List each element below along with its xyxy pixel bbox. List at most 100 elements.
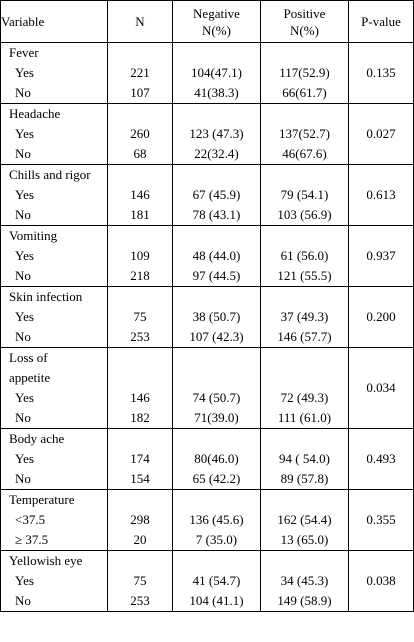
negative-value: 41 (54.7) <box>192 573 241 588</box>
n-value: 253 <box>130 329 150 344</box>
header-positive: Positive N(%) <box>260 0 349 43</box>
table-row: Fever Yes No 221 107 104(47.1) 41(38.3) 117(… <box>0 42 414 104</box>
positive-value: 117(52.9) <box>279 65 330 80</box>
category-label: No <box>15 85 31 100</box>
spacer <box>261 348 348 368</box>
negative-value: 74 (50.7) <box>192 390 241 405</box>
variable-name: Vomiting <box>9 228 58 243</box>
spacer <box>108 43 172 63</box>
category-label: No <box>15 329 31 344</box>
spacer <box>108 429 172 449</box>
variable-name: Fever <box>9 45 39 60</box>
category-label: Yes <box>15 126 34 141</box>
category-label: Yes <box>15 451 34 466</box>
spacer <box>108 348 172 368</box>
n-value: 260 <box>130 126 150 141</box>
positive-cell: 162 (54.4) 13 (65.0) <box>260 489 349 551</box>
spacer <box>261 43 348 63</box>
spacer <box>108 226 172 246</box>
pvalue-cell: 0.038 <box>348 550 414 612</box>
pvalue-cell: 0.355 <box>348 489 414 551</box>
variable-name: Headache <box>9 106 61 121</box>
pvalue-cell: 0.027 <box>348 103 414 165</box>
negative-value: 78 (43.1) <box>192 207 241 222</box>
n-value: 75 <box>133 309 147 324</box>
spacer <box>173 551 260 571</box>
negative-cell: 104(47.1) 41(38.3) <box>172 42 261 104</box>
positive-value: 137(52.7) <box>279 126 330 141</box>
positive-value: 61 (56.0) <box>280 248 329 263</box>
spacer <box>108 104 172 124</box>
spacer <box>261 551 348 571</box>
spacer <box>261 429 348 449</box>
variable-name: Skin infection <box>9 289 83 304</box>
positive-value: 72 (49.3) <box>280 390 329 405</box>
positive-value: 34 (45.3) <box>280 573 329 588</box>
variable-name: Loss of <box>9 350 48 365</box>
negative-value: 65 (42.2) <box>192 471 241 486</box>
variable-cell: Yellowish eye Yes No <box>0 550 108 612</box>
positive-cell: 117(52.9) 66(61.7) <box>260 42 349 104</box>
table-row: Temperature <37.5 ≥ 37.5 298 20 136 (45.6) 7… <box>0 489 414 551</box>
spacer <box>108 287 172 307</box>
n-cell: 75 253 <box>107 550 173 612</box>
header-n: N <box>107 0 173 43</box>
pvalue-cell: 0.493 <box>348 428 414 490</box>
positive-value: 94 ( 54.0) <box>279 451 330 466</box>
negative-cell: 74 (50.7) 71(39.0) <box>172 347 261 429</box>
variable-cell: Body ache Yes No <box>0 428 108 490</box>
n-cell: 260 68 <box>107 103 173 165</box>
positive-value: 162 (54.4) <box>277 512 332 527</box>
category-label: No <box>15 146 31 161</box>
positive-value: 103 (56.9) <box>277 207 332 222</box>
negative-cell: 136 (45.6) 7 (35.0) <box>172 489 261 551</box>
pvalue-cell: 0.135 <box>348 42 414 104</box>
n-value: 298 <box>130 512 150 527</box>
spacer <box>173 490 260 510</box>
spacer <box>261 287 348 307</box>
negative-value: 67 (45.9) <box>192 187 241 202</box>
positive-value: 79 (54.1) <box>280 187 329 202</box>
variable-name: Chills and rigor <box>9 167 91 182</box>
category-label: No <box>15 268 31 283</box>
header-positive-line1: Positive <box>283 5 326 21</box>
table-row: Chills and rigor Yes No 146 181 67 (45.9) 78… <box>0 164 414 226</box>
spacer <box>261 368 348 388</box>
n-cell: 109 218 <box>107 225 173 287</box>
spacer <box>173 104 260 124</box>
positive-cell: 79 (54.1) 103 (56.9) <box>260 164 349 226</box>
positive-value: 111 (61.0) <box>277 410 332 425</box>
positive-value: 146 (57.7) <box>277 329 332 344</box>
category-label: Yes <box>15 573 34 588</box>
variable-cell: Temperature <37.5 ≥ 37.5 <box>0 489 108 551</box>
n-value: 154 <box>130 471 150 486</box>
n-value: 253 <box>130 593 150 608</box>
category-label: No <box>15 410 31 425</box>
variable-name: Yellowish eye <box>9 553 83 568</box>
negative-cell: 38 (50.7) 107 (42.3) <box>172 286 261 348</box>
results-table: Variable N Negative N(%) Positive N(%) P… <box>0 0 414 612</box>
negative-value: 71(39.0) <box>194 410 239 425</box>
header-variable: Variable <box>0 0 108 43</box>
n-cell: 298 20 <box>107 489 173 551</box>
spacer <box>173 287 260 307</box>
n-value: 218 <box>130 268 150 283</box>
positive-value: 46(67.6) <box>282 146 327 161</box>
category-label: No <box>15 593 31 608</box>
negative-cell: 123 (47.3) 22(32.4) <box>172 103 261 165</box>
negative-value: 136 (45.6) <box>189 512 244 527</box>
positive-cell: 61 (56.0) 121 (55.5) <box>260 225 349 287</box>
n-value: 109 <box>130 248 150 263</box>
negative-cell: 48 (44.0) 97 (44.5) <box>172 225 261 287</box>
n-value: 107 <box>130 85 150 100</box>
n-cell: 75 253 <box>107 286 173 348</box>
n-value: 20 <box>133 532 147 547</box>
variable-cell: Headache Yes No <box>0 103 108 165</box>
pvalue-cell: 0.200 <box>348 286 414 348</box>
negative-value: 97 (44.5) <box>192 268 241 283</box>
variable-cell: Chills and rigor Yes No <box>0 164 108 226</box>
table-row: Vomiting Yes No 109 218 48 (44.0) 97 (44.5) … <box>0 225 414 287</box>
spacer <box>173 43 260 63</box>
n-value: 181 <box>130 207 150 222</box>
category-label: ≥ 37.5 <box>15 532 49 547</box>
